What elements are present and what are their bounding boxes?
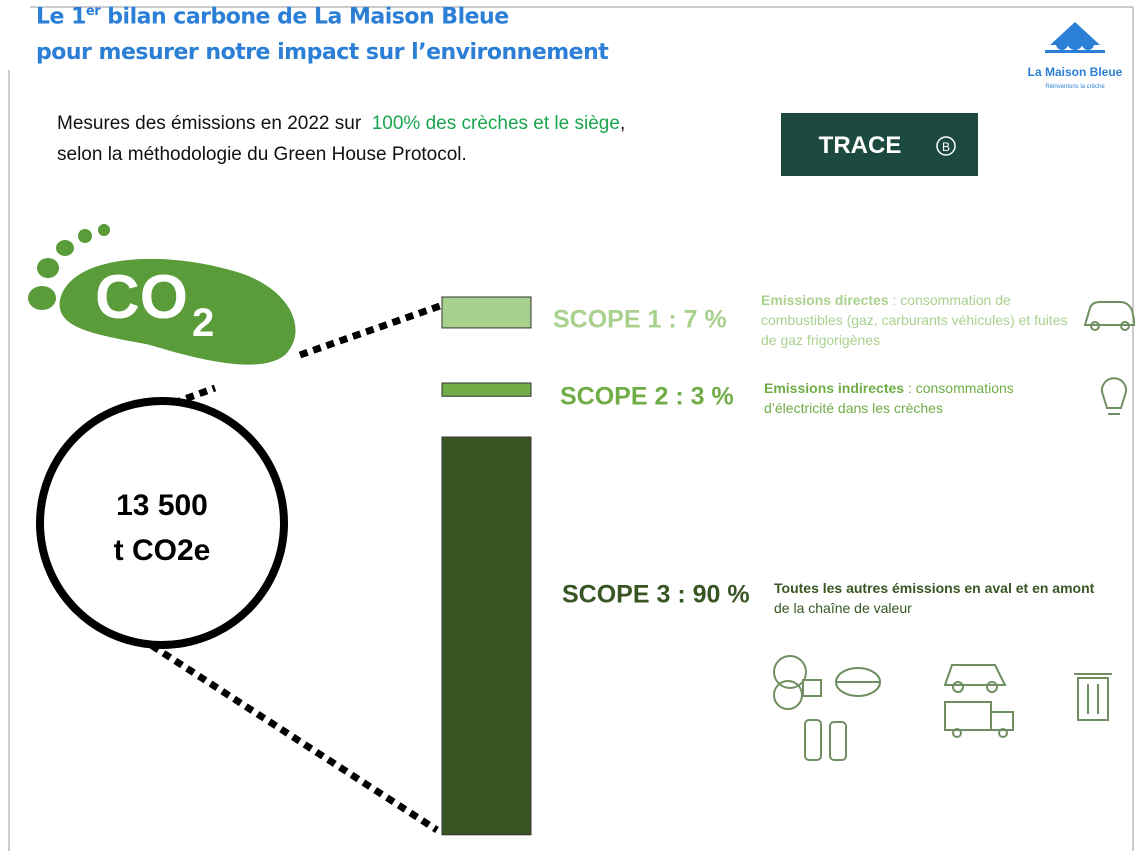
scope-bar (442, 297, 531, 328)
intro-text: , (620, 113, 625, 134)
footprint-co: CO (95, 263, 188, 332)
title-part: bilan carbone de La Maison Bleue (100, 4, 508, 29)
intro-text: Mesures des émissions en 2022 sur (57, 113, 361, 134)
title-line1: Le 1er bilan carbone de La Maison Bleue (36, 4, 509, 29)
badge-name: TRACE (819, 132, 902, 159)
intro-highlight: 100% des crèches et le siège (372, 113, 620, 134)
intro-line1: Mesures des émissions en 2022 sur 100% d… (57, 113, 625, 135)
logo-tagline: Réinventons la crèche (1045, 84, 1105, 90)
scope-label: SCOPE 3 : 90 % (562, 581, 750, 610)
intro-line2: selon la méthodologie du Green House Pro… (57, 144, 467, 166)
scope-desc-bold: Emissions indirectes (764, 380, 904, 396)
scope-bar (442, 437, 531, 835)
scope-description: Emissions directes : consommation de com… (761, 290, 1081, 350)
page: Bilan carbone html, body { margin: 0; pa… (0, 0, 1135, 851)
logo-name: La Maison Bleue (1028, 65, 1123, 79)
scope-desc-bold: Emissions directes (761, 292, 889, 308)
scope-description: Emissions indirectes : consommations d’é… (764, 378, 1054, 418)
total-line1: 13 500 (116, 489, 208, 522)
title-part: Le 1 (36, 4, 86, 29)
total-circle (40, 401, 284, 645)
scope-description: Toutes les autres émissions en aval et e… (774, 578, 1104, 618)
title-line2: pour mesurer notre impact sur l’environn… (36, 40, 608, 65)
scope-desc-text: de la chaîne de valeur (774, 600, 912, 616)
badge-b: B (942, 140, 950, 154)
slide: La Maison Bleue Réinventons la crèche TR… (0, 0, 1135, 851)
title-sup: er (86, 4, 100, 19)
body: {"header": {"title_line1": {"before": "L… (0, 0, 1135, 851)
footprint-sub: 2 (192, 301, 214, 345)
scope-label: SCOPE 2 : 3 % (560, 383, 734, 412)
scope-bar (442, 383, 531, 396)
icons (774, 302, 1135, 760)
total-line2: t CO2e (114, 534, 211, 567)
logo-icon (1045, 22, 1105, 53)
scope-label: SCOPE 1 : 7 % (553, 306, 727, 335)
scope-desc-bold: Toutes les autres émissions en aval et e… (774, 580, 1094, 596)
